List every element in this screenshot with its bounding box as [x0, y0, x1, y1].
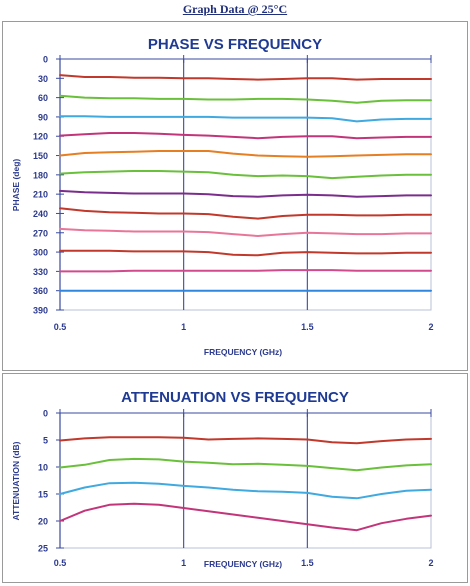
chart-title: ATTENUATION VS FREQUENCY [121, 389, 349, 406]
series-line [59, 481, 432, 500]
y-axis-label: PHASE (deg) [11, 159, 21, 212]
x-tick-label: 2 [428, 558, 433, 568]
attenuation-chart: ATTENUATION VS FREQUENCY 0 5 10 15 20 25 0.5 1 1.… [11, 389, 434, 569]
page-title: Graph Data @ 25°C [182, 2, 288, 16]
chart-title: PHASE VS FREQUENCY [148, 36, 322, 53]
x-tick-label: 0.5 [54, 322, 67, 332]
series-line [59, 227, 432, 237]
phase-chart-panel: PHASE VS FREQUENCY 0 30 60 90 120 150 180 210 240… [2, 21, 468, 371]
series-line [59, 94, 432, 104]
y-axis-label: ATTENUATION (dB) [11, 441, 21, 520]
y-tick-label: 180 [33, 170, 48, 180]
series-line [59, 269, 432, 273]
y-tick-label: 150 [33, 151, 48, 161]
series-line [59, 457, 432, 472]
series-line [59, 249, 432, 257]
y-tick-label: 330 [33, 267, 48, 277]
series-line [59, 115, 432, 123]
y-tick-label: 0 [43, 409, 48, 419]
x-axis-label: FREQUENCY (GHz) [204, 559, 282, 569]
x-tick-label: 0.5 [54, 558, 67, 568]
plot-area [59, 58, 432, 311]
y-tick-label: 270 [33, 228, 48, 238]
y-tick-label: 0 [43, 55, 48, 65]
x-tick-label: 2 [428, 322, 433, 332]
series-line [59, 207, 432, 220]
y-tick-label: 20 [38, 517, 48, 527]
x-tick-label: 1.5 [301, 322, 314, 332]
y-tick-label: 25 [38, 544, 48, 554]
x-tick-label: 1 [181, 558, 186, 568]
y-tick-label: 240 [33, 209, 48, 219]
series-line [59, 436, 432, 445]
x-axis-label: FREQUENCY (GHz) [204, 347, 282, 357]
series-line [59, 189, 432, 198]
y-tick-label: 30 [38, 74, 48, 84]
x-tick-label: 1 [181, 322, 186, 332]
series-line [59, 170, 432, 180]
series-line [59, 150, 432, 158]
y-tick-label: 300 [33, 248, 48, 258]
y-tick-label: 90 [38, 112, 48, 122]
y-tick-label: 60 [38, 93, 48, 103]
y-tick-label: 10 [38, 463, 48, 473]
y-tick-label: 120 [33, 132, 48, 142]
series-line [59, 74, 432, 81]
y-tick-label: 5 [43, 436, 48, 446]
y-tick-label: 360 [33, 286, 48, 296]
series-line [59, 132, 432, 140]
plot-area [59, 412, 432, 549]
attenuation-chart-panel: ATTENUATION VS FREQUENCY 0 5 10 15 20 25 0.5 1 1.… [2, 373, 468, 583]
y-tick-label: 210 [33, 190, 48, 200]
series-line [59, 502, 432, 532]
x-tick-label: 1.5 [301, 558, 314, 568]
y-tick-label: 390 [33, 306, 48, 316]
phase-chart: PHASE VS FREQUENCY 0 30 60 90 120 150 180 210 240… [11, 36, 434, 357]
y-tick-label: 15 [38, 490, 48, 500]
